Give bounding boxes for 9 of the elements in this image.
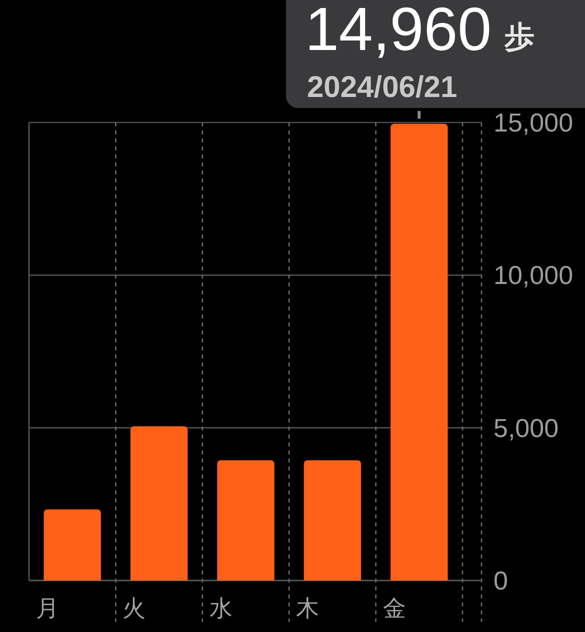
x-tick-label: 木 <box>296 595 320 621</box>
x-tick-label: 金 <box>382 595 406 621</box>
x-tick-label: 火 <box>122 595 146 621</box>
annotation: 14,960 <box>305 0 492 63</box>
y-tick-label: 10,000 <box>494 260 574 290</box>
y-tick-label: 5,000 <box>494 412 559 443</box>
y-tick-label: 0 <box>494 566 508 596</box>
x-tick-label: 月 <box>36 595 59 621</box>
x-tick-label: 水 <box>209 595 232 621</box>
